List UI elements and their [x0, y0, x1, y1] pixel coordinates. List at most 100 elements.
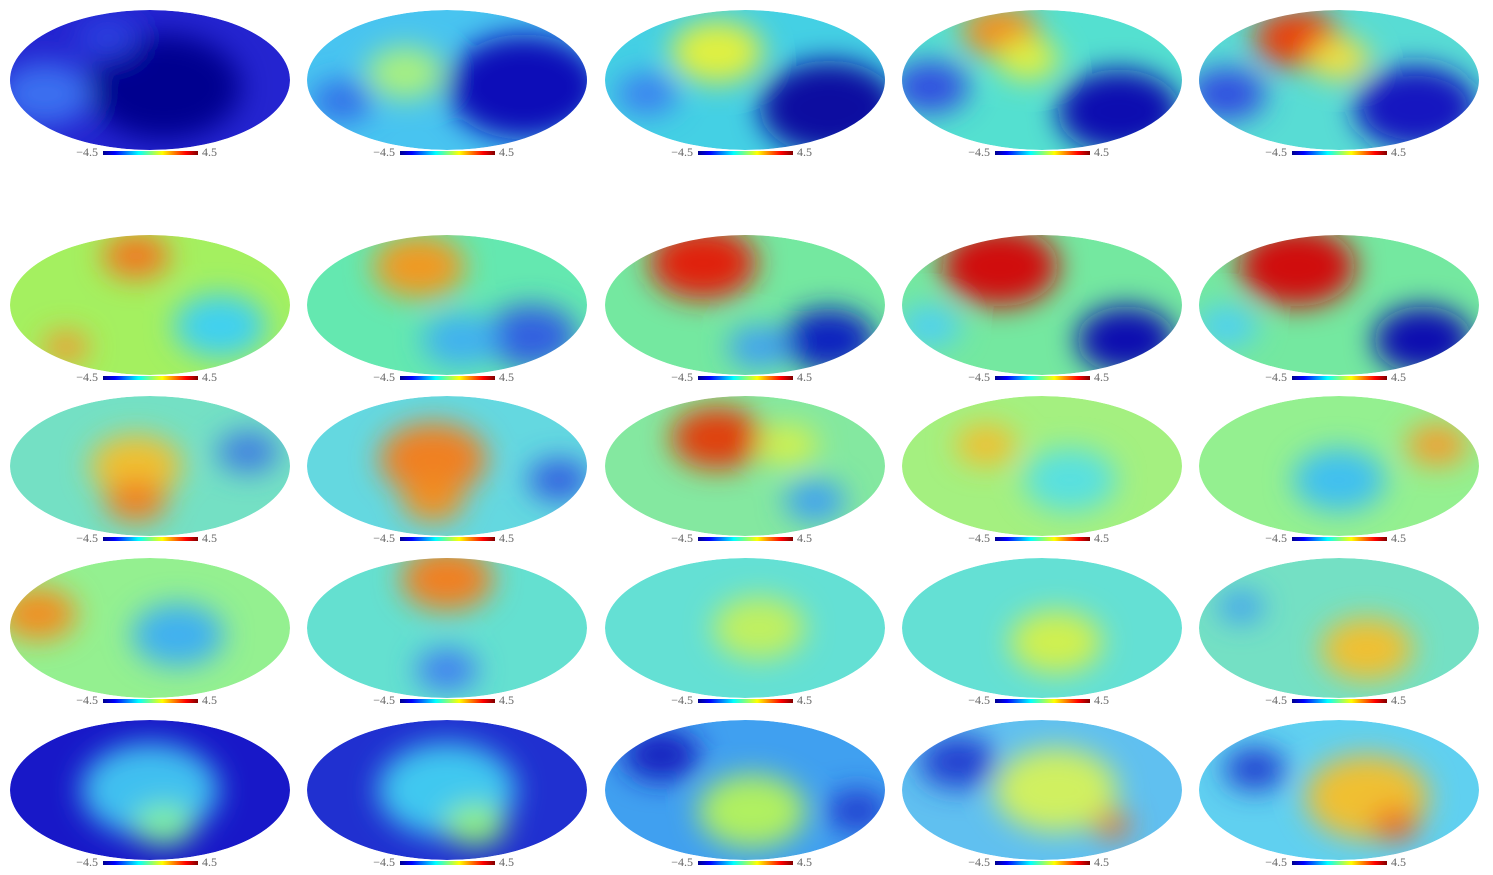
colorbar-max-label: 4.5: [202, 531, 217, 545]
map-region: [919, 735, 997, 789]
colorbar-max-label: 4.5: [1094, 145, 1109, 159]
sky-map: [902, 720, 1182, 860]
map-region: [826, 790, 885, 832]
sky-map: [902, 235, 1182, 375]
map-region: [89, 434, 183, 498]
colorbar: [995, 537, 1090, 541]
sky-map: [605, 720, 885, 860]
colorbar-min-label: −4.5: [373, 855, 395, 869]
colorbar-min-label: −4.5: [671, 693, 693, 707]
colorbar-min-label: −4.5: [1265, 693, 1287, 707]
map-pattern: [311, 34, 587, 140]
map-region: [77, 17, 139, 59]
colorbar: [698, 861, 793, 865]
map-region: [444, 804, 506, 846]
map-region: [87, 34, 241, 140]
colorbar-min-label: −4.5: [968, 693, 990, 707]
colorbar-max-label: 4.5: [797, 693, 812, 707]
colorbar-min-label: −4.5: [671, 370, 693, 384]
map-region: [400, 558, 494, 611]
map-region: [1217, 591, 1265, 623]
colorbar-min-label: −4.5: [671, 855, 693, 869]
colorbar-min-label: −4.5: [968, 145, 990, 159]
map-region: [311, 80, 373, 122]
map-region: [422, 313, 500, 367]
map-pattern: [42, 235, 267, 363]
colorbar: [1292, 151, 1387, 155]
map-region: [728, 326, 790, 368]
colorbar: [400, 376, 495, 380]
colorbar: [103, 861, 198, 865]
colorbar-max-label: 4.5: [1391, 693, 1406, 707]
map-region: [1320, 617, 1414, 681]
colorbar-min-label: −4.5: [1265, 370, 1287, 384]
sky-map: [307, 720, 587, 860]
map-pattern: [649, 235, 876, 372]
map-pattern: [379, 422, 587, 522]
map-region: [372, 235, 466, 298]
map-region: [1199, 67, 1266, 121]
colorbar: [103, 151, 198, 155]
colorbar-max-label: 4.5: [499, 855, 514, 869]
map-pattern: [1217, 591, 1414, 681]
colorbar: [400, 151, 495, 155]
map-region: [1224, 748, 1286, 790]
sky-map: [307, 396, 587, 536]
map-region: [133, 804, 195, 846]
map-region: [402, 480, 464, 522]
map-pattern: [1224, 748, 1429, 841]
colorbar-min-label: −4.5: [968, 531, 990, 545]
sky-map: [605, 235, 885, 375]
colorbar: [698, 699, 793, 703]
colorbar-min-label: −4.5: [373, 531, 395, 545]
map-region: [670, 406, 764, 470]
colorbar-min-label: −4.5: [1265, 531, 1287, 545]
map-pattern: [622, 728, 885, 848]
map-pattern: [89, 431, 279, 522]
map-region: [105, 480, 167, 522]
colorbar: [698, 537, 793, 541]
colorbar-max-label: 4.5: [797, 855, 812, 869]
map-region: [1406, 424, 1468, 466]
sky-map: [307, 10, 587, 150]
colorbar-min-label: −4.5: [1265, 855, 1287, 869]
map-pattern: [400, 558, 494, 691]
sky-map: [307, 235, 587, 375]
colorbar: [995, 861, 1090, 865]
colorbar: [103, 699, 198, 703]
map-region: [712, 596, 806, 660]
sky-map: [605, 558, 885, 698]
colorbar: [1292, 861, 1387, 865]
map-pattern: [919, 735, 1131, 838]
colorbar-max-label: 4.5: [202, 370, 217, 384]
sky-map: [1199, 235, 1479, 375]
map-region: [217, 431, 279, 473]
map-pattern: [955, 424, 1117, 512]
map-region: [670, 20, 764, 84]
sky-map: [1199, 10, 1479, 150]
map-pattern: [670, 406, 846, 522]
map-region: [131, 603, 225, 667]
map-region: [1023, 448, 1117, 512]
map-region: [782, 308, 876, 372]
colorbar-max-label: 4.5: [499, 145, 514, 159]
map-region: [698, 774, 806, 848]
map-region: [1238, 235, 1356, 307]
colorbar-min-label: −4.5: [76, 855, 98, 869]
colorbar: [995, 376, 1090, 380]
colorbar: [698, 376, 793, 380]
map-pattern: [377, 742, 517, 846]
colorbar-min-label: −4.5: [76, 693, 98, 707]
colorbar-min-label: −4.5: [1265, 145, 1287, 159]
map-base: [307, 558, 587, 698]
map-region: [941, 235, 1059, 307]
colorbar: [1292, 699, 1387, 703]
map-region: [42, 331, 90, 363]
sky-map: [902, 396, 1182, 536]
colorbar-max-label: 4.5: [202, 693, 217, 707]
colorbar: [995, 699, 1090, 703]
map-pattern: [712, 596, 806, 660]
colorbar-max-label: 4.5: [1094, 693, 1109, 707]
colorbar-min-label: −4.5: [968, 370, 990, 384]
